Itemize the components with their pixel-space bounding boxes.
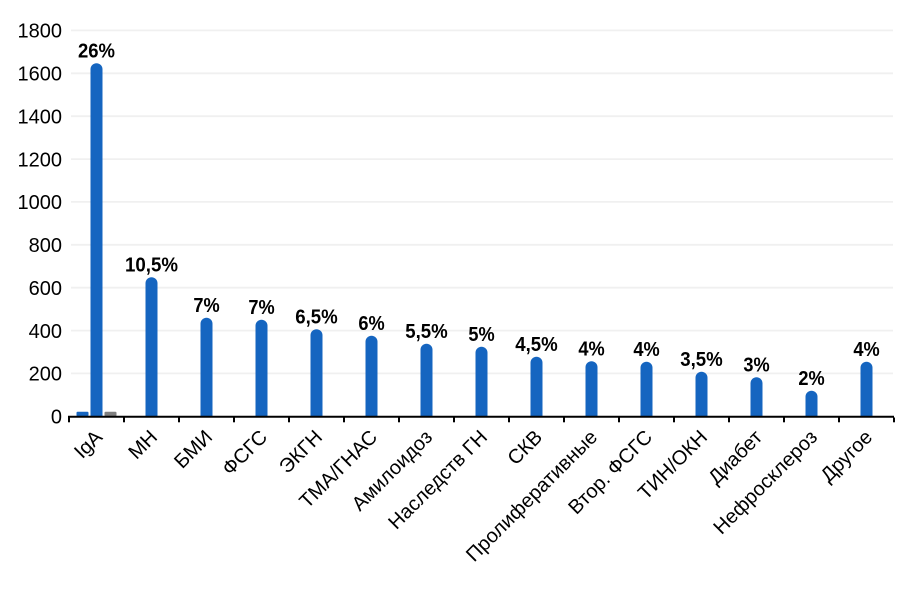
svg-text:3,5%: 3,5% [680, 349, 723, 371]
svg-text:4%: 4% [853, 339, 879, 361]
svg-text:4%: 4% [633, 339, 659, 361]
svg-text:1200: 1200 [18, 149, 63, 171]
svg-text:1600: 1600 [18, 64, 63, 86]
svg-text:4,5%: 4,5% [515, 334, 558, 356]
svg-text:6,5%: 6,5% [295, 306, 338, 328]
svg-text:200: 200 [29, 364, 62, 386]
svg-text:7%: 7% [193, 295, 219, 317]
svg-text:4%: 4% [578, 338, 604, 360]
svg-text:7%: 7% [248, 297, 274, 319]
svg-text:5,5%: 5,5% [405, 321, 448, 343]
svg-text:600: 600 [29, 278, 62, 300]
svg-text:400: 400 [29, 321, 62, 343]
svg-text:2%: 2% [798, 368, 824, 390]
svg-text:26%: 26% [78, 40, 115, 62]
svg-text:1800: 1800 [18, 21, 63, 43]
svg-text:3%: 3% [743, 354, 769, 376]
svg-text:1000: 1000 [18, 192, 63, 214]
svg-text:5%: 5% [468, 324, 494, 346]
svg-text:10,5%: 10,5% [125, 254, 178, 276]
svg-text:0: 0 [51, 407, 62, 429]
svg-text:800: 800 [29, 235, 62, 257]
svg-text:6%: 6% [358, 313, 384, 335]
svg-text:1400: 1400 [18, 106, 63, 128]
